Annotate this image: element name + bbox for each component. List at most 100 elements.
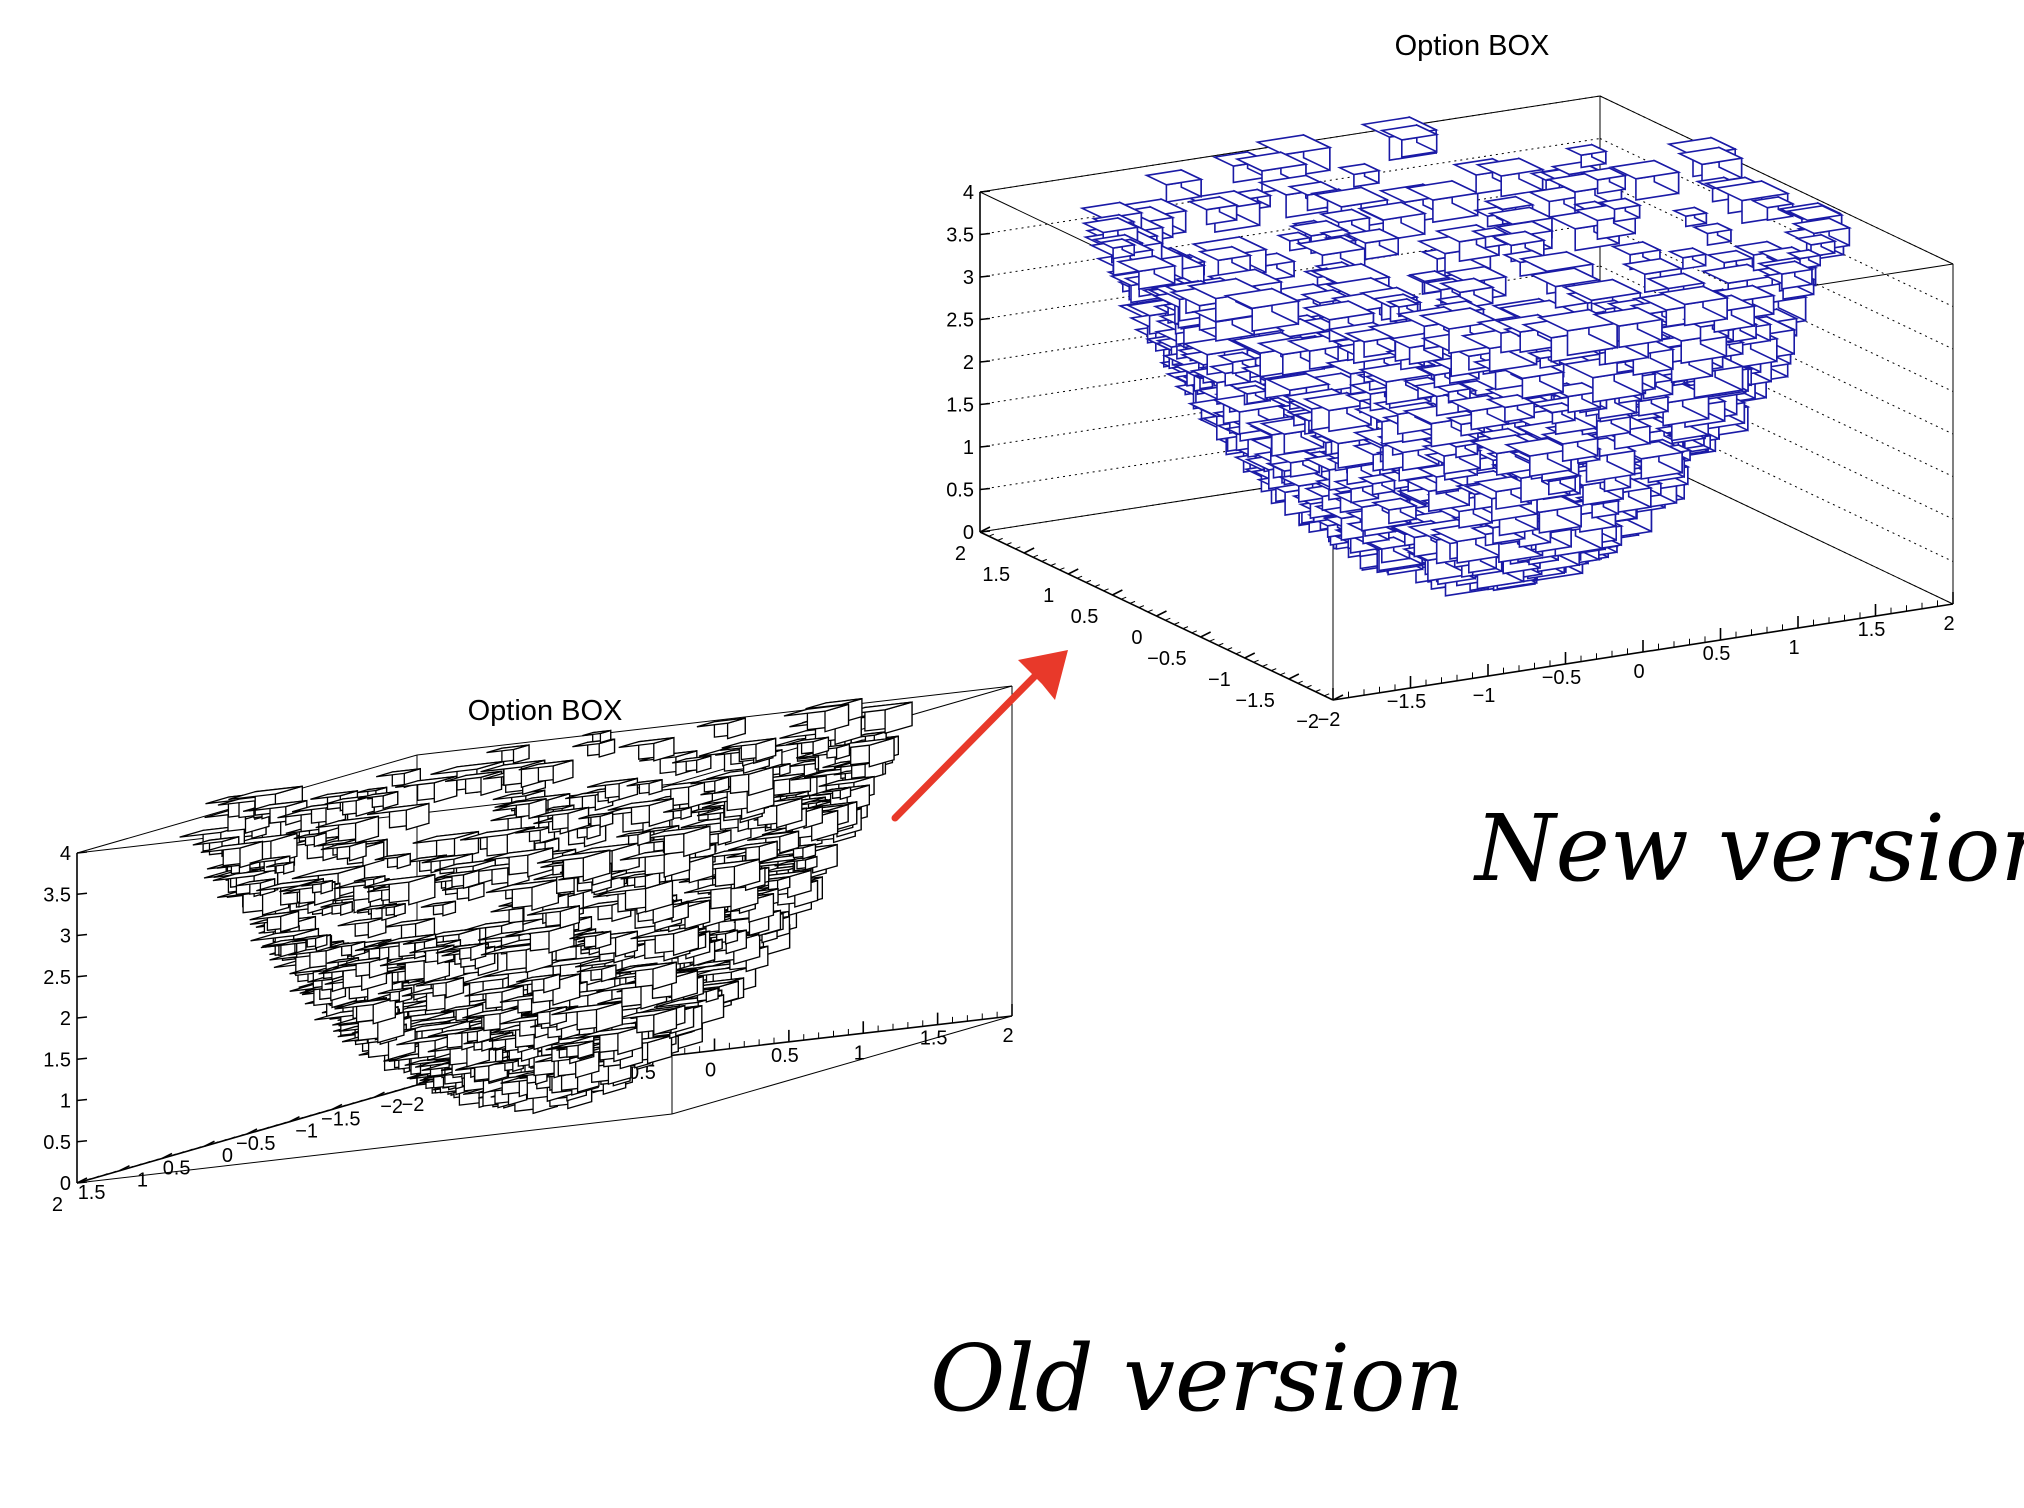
old-box-top-face (456, 1059, 508, 1071)
new-y-minor-tick (1209, 638, 1215, 642)
old-y-tick (119, 1165, 130, 1172)
new-grid-right (1599, 95, 1954, 265)
old-box-top-face (440, 1003, 483, 1013)
new-y-tick-label: 2 (955, 543, 966, 565)
new-box-top-face (1579, 167, 1628, 181)
old-y-tick-label: −1 (295, 1121, 318, 1143)
new-box-top-face (1564, 143, 1609, 157)
new-box-mark (1676, 146, 1745, 185)
old-y-minor-tick (255, 1129, 261, 1133)
new-y-minor-tick (1129, 600, 1136, 604)
new-y-tick (1244, 652, 1256, 659)
old-z-tick (76, 851, 88, 854)
new-box-mark (1608, 159, 1682, 201)
new-box-mark (1385, 297, 1421, 318)
old-y-minor-tick (93, 1175, 100, 1179)
old-box-top-face (402, 937, 437, 945)
new-box-mark (1337, 162, 1382, 188)
old-box-top-face (569, 930, 611, 940)
old-box-top-face (249, 855, 290, 864)
new-plot-title: Option BOX (1395, 30, 1550, 62)
new-box-mark (1344, 227, 1401, 261)
old-box-top-face (536, 849, 610, 864)
new-box-top-face (1438, 277, 1496, 294)
new-box-mark (1579, 166, 1628, 195)
new-z-tick-label: 0 (963, 522, 974, 544)
old-box-mark (616, 830, 651, 847)
new-y-minor-tick (1085, 579, 1092, 583)
new-box-top-face (1318, 208, 1373, 224)
old-y-tick-label: 0 (222, 1145, 233, 1167)
old-box-mark (375, 902, 406, 918)
old-box-top-face (310, 790, 358, 800)
new-y-tick-label: −2 (1296, 711, 1319, 733)
old-box-mark (249, 910, 300, 933)
old-box-top-face (612, 961, 677, 975)
old-box-mark (783, 703, 850, 733)
old-box-mark (614, 1007, 678, 1036)
old-box-top-face (320, 901, 353, 908)
old-box-top-face (200, 840, 263, 854)
old-box-top-face (499, 798, 547, 808)
old-plot-title: Option BOX (468, 695, 623, 727)
old-box-top-face (484, 847, 553, 861)
old-z-tick-label: 3 (60, 926, 71, 948)
old-box-top-face (374, 852, 411, 861)
old-box-mark (463, 1037, 494, 1052)
new-y-tick (979, 526, 991, 533)
old-z-tick (76, 1016, 88, 1019)
old-box-mark (551, 1001, 623, 1033)
old-z-tick (76, 933, 88, 937)
old-box-mark (456, 1059, 508, 1083)
new-grid-right (1599, 265, 1954, 435)
new-x-tick-label: 2 (1943, 613, 1954, 635)
old-box-top-face (505, 923, 575, 937)
old-box-mark (630, 925, 699, 957)
old-y-minor-tick (391, 1089, 397, 1093)
new-box-top-face (1186, 196, 1240, 211)
old-y-minor-tick (408, 1084, 414, 1088)
new-y-tick (1200, 631, 1211, 638)
old-y-tick-label: 0.5 (163, 1157, 191, 1179)
new-box-top-face (1561, 278, 1643, 302)
new-z-tick-label: 3 (963, 267, 974, 289)
old-box-mark (265, 861, 295, 875)
new-box-mark (1275, 231, 1313, 252)
new-y-tick-label: 1.5 (982, 564, 1010, 586)
old-x-tick-label: 2 (1002, 1025, 1013, 1047)
old-box-mark (575, 1025, 643, 1056)
old-y-minor-tick (340, 1104, 346, 1108)
old-y-tick-label: 1.5 (78, 1182, 106, 1204)
old-y-tick (331, 1103, 343, 1111)
old-box-mark (582, 729, 612, 744)
new-y-minor-tick (1032, 554, 1039, 558)
new-box-mark (1186, 195, 1240, 226)
old-box-mark (814, 743, 851, 760)
new-y-minor-tick (1076, 575, 1083, 579)
old-y-minor-tick (144, 1160, 151, 1164)
new-grid-right (1599, 435, 1954, 605)
old-box-top-face (582, 729, 611, 737)
old-box-top-face (436, 869, 479, 879)
old-box-top-face (783, 703, 849, 717)
new-box-top-face (1597, 197, 1643, 211)
new-y-minor-tick (1279, 672, 1286, 676)
new-y-minor-tick (1138, 605, 1145, 609)
old-box-top-face (357, 790, 398, 800)
old-box-top-face (412, 830, 479, 844)
old-box-mark (357, 790, 399, 810)
old-box-mark (837, 701, 913, 735)
new-y-tick-label: −0.5 (1147, 648, 1186, 670)
old-box-mark (420, 900, 457, 917)
new-box-top-face (1295, 236, 1368, 257)
old-y-tick (204, 1140, 215, 1147)
new-y-minor-tick (1147, 609, 1153, 613)
new-grid-back (979, 180, 1601, 278)
old-box-mark (526, 905, 580, 929)
old-y-tick (374, 1091, 385, 1098)
old-box-mark (578, 811, 614, 828)
old-box-top-face (485, 879, 559, 894)
old-y-minor-tick (348, 1102, 355, 1106)
new-y-minor-tick (1323, 693, 1330, 697)
old-box-top-face (663, 806, 692, 814)
